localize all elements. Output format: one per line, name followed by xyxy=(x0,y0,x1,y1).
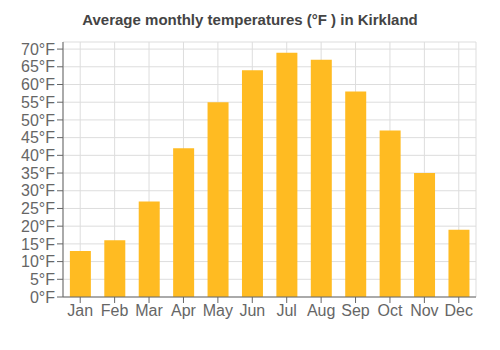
svg-text:10°F: 10°F xyxy=(21,253,55,270)
svg-text:Sep: Sep xyxy=(341,302,370,319)
svg-text:25°F: 25°F xyxy=(21,200,55,217)
html-text:Average monthly temperatures (: Average monthly temperatures (°F ) in Ki… xyxy=(82,11,418,28)
svg-text:5°F: 5°F xyxy=(30,271,55,288)
svg-text:55°F: 55°F xyxy=(21,94,55,111)
svg-text:Dec: Dec xyxy=(445,302,473,319)
svg-text:May: May xyxy=(203,302,233,319)
svg-text:45°F: 45°F xyxy=(21,129,55,146)
svg-text:20°F: 20°F xyxy=(21,218,55,235)
svg-text:70°F: 70°F xyxy=(21,41,55,58)
svg-text:15°F: 15°F xyxy=(21,236,55,253)
svg-text:Apr: Apr xyxy=(171,302,197,319)
svg-text:40°F: 40°F xyxy=(21,147,55,164)
svg-text:Feb: Feb xyxy=(101,302,129,319)
svg-text:Mar: Mar xyxy=(135,302,163,319)
svg-text:Jul: Jul xyxy=(276,302,296,319)
svg-text:Nov: Nov xyxy=(410,302,438,319)
svg-text:0°F: 0°F xyxy=(30,289,55,306)
svg-text:65°F: 65°F xyxy=(21,58,55,75)
svg-text:Jan: Jan xyxy=(67,302,93,319)
svg-text:Aug: Aug xyxy=(307,302,335,319)
svg-text:30°F: 30°F xyxy=(21,182,55,199)
svg-text:60°F: 60°F xyxy=(21,76,55,93)
svg-text:Jun: Jun xyxy=(239,302,265,319)
svg-text:50°F: 50°F xyxy=(21,112,55,129)
svg-text:35°F: 35°F xyxy=(21,165,55,182)
svg-text:Oct: Oct xyxy=(378,302,403,319)
